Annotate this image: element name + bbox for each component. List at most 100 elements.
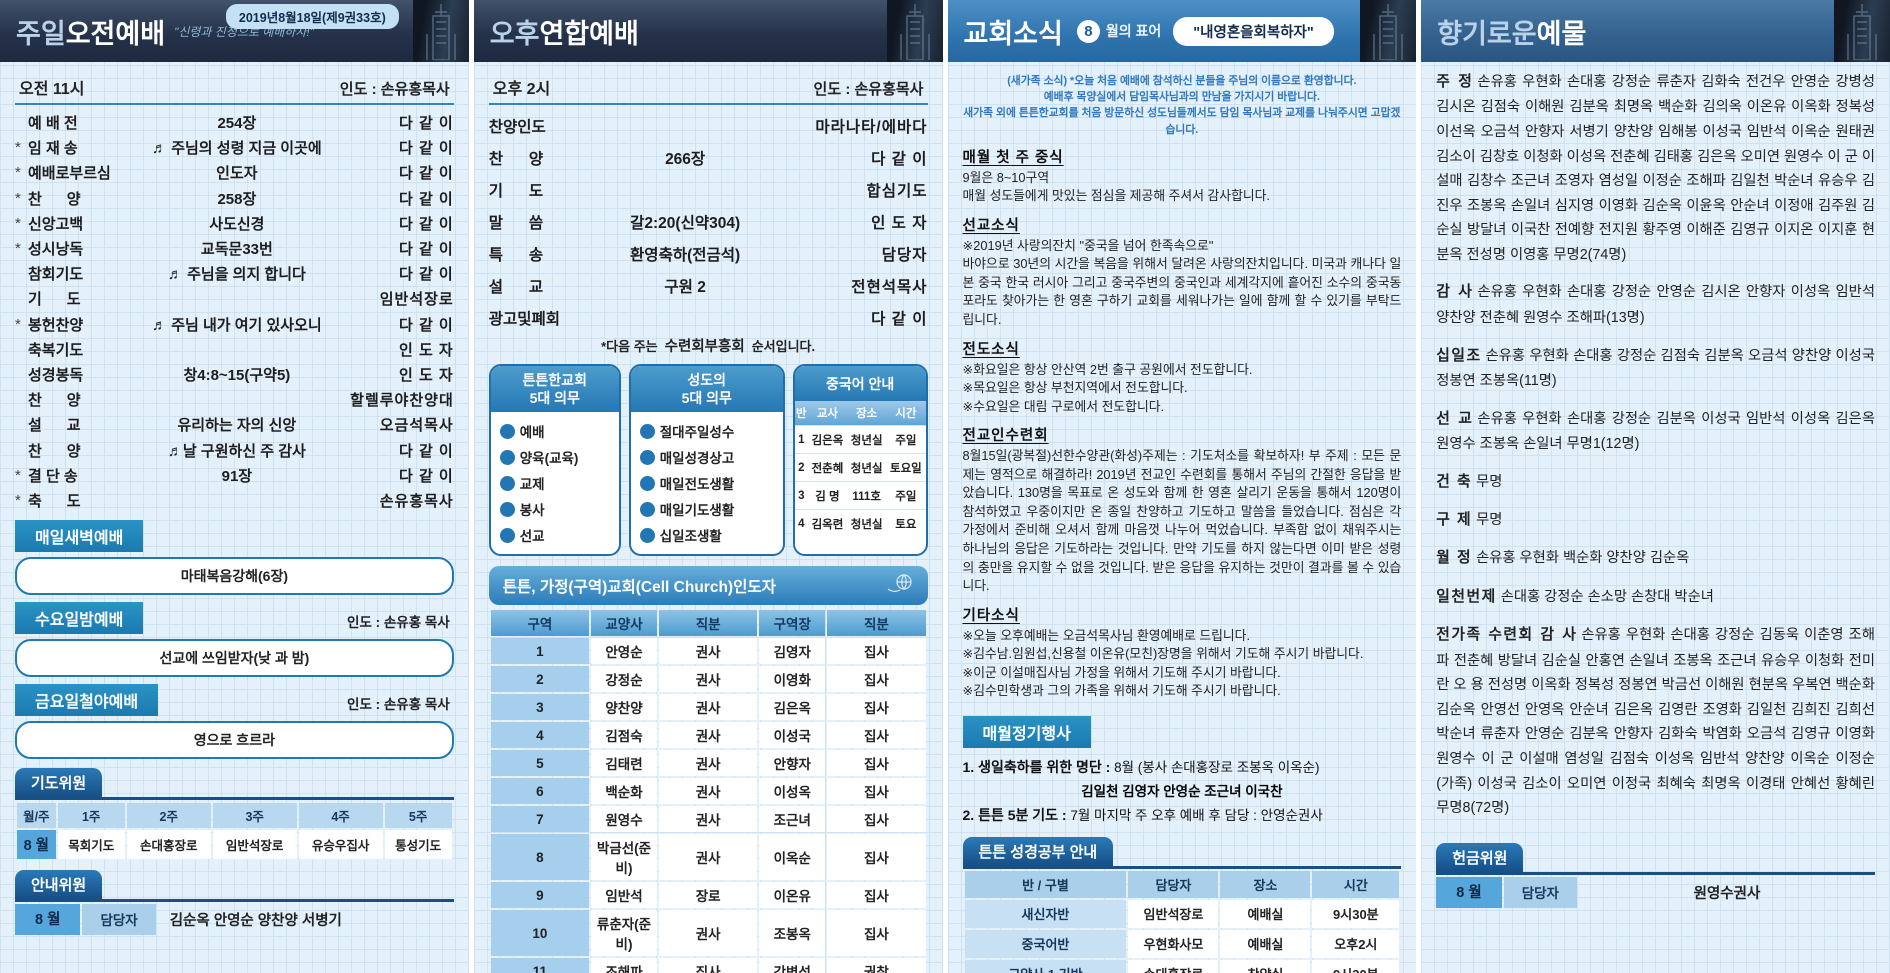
cell-table-body: 1 안영순 권사 김영자 집사 2 강정순 권사 이영화 집사 3 양찬양: [490, 638, 926, 973]
order-item-person: 오금석목사: [379, 417, 454, 435]
teacher-name: 강정순: [591, 666, 657, 693]
duty-item: 절대주일성수: [639, 418, 774, 444]
leader-name: 손유홍목사: [854, 81, 924, 98]
next-week-suffix: 순서입니다.: [751, 339, 816, 354]
class-teacher: 임반석장로: [1128, 899, 1219, 928]
number-circle-icon: [639, 475, 655, 491]
monthly-event-1: 1. 생일축하를 위한 명단 : 8월 (봉사 손대홍장로 조봉옥 이옥순): [963, 756, 1402, 777]
church-tower-photo: [886, 0, 943, 62]
number-circle-icon: [499, 423, 515, 439]
panel2-service-header: 오후 2시 인도 : 손유홍목사: [488, 70, 928, 105]
offering-names: 손대홍 강정순 손소망 손창대 박순녀: [1500, 588, 1714, 605]
duty-item-label: 양육(교육): [519, 451, 579, 467]
worship-order-row: 예 배 전 254장 다 같 이: [15, 110, 454, 135]
panel4-title-light: 향기로운: [1437, 18, 1537, 49]
monthly-event-1-names: 김일천 김영자 안영순 조근녀 이국찬: [1081, 783, 1283, 799]
prayer-week2-cell: 손대홍장로: [126, 830, 211, 859]
district-leader-name: 안향자: [759, 750, 826, 777]
cell-table-row: 2 강정순 권사 이영화 집사: [490, 666, 926, 693]
duty-title-line2: 5대 의무: [681, 390, 732, 407]
duty-item: 교제: [499, 470, 610, 496]
friday-service-header: 금요일철야예배 인도 : 손유홍 목사: [15, 677, 454, 721]
offering-group: 전가족 수련회 감 사 손유홍 우현화 손대홍 강정순 김동욱 이춘영 조해파 전…: [1436, 623, 1875, 820]
offering-category-label: 일천번제: [1436, 588, 1497, 605]
district-number: 2: [490, 666, 589, 693]
district-leader-name: 이온유: [759, 882, 826, 909]
offering-group: 십일조 손유홍 우현화 손대홍 강정순 김점숙 김분옥 오금석 양찬양 이성국 정…: [1436, 344, 1875, 394]
district-leader-name: 강병성: [759, 958, 826, 973]
cell-church-title: 튼튼, 가정(구역)교회(Cell Church)인도자: [502, 578, 776, 596]
month-circle-badge: 8: [1076, 19, 1100, 43]
class-time: 주일: [886, 425, 926, 454]
panel2-title-light: 오후: [489, 18, 540, 49]
district-leader-name: 이영화: [759, 666, 826, 693]
panel1-service-header: 오전 11시 인도 : 손유홍목사: [15, 70, 454, 105]
chinese-table-row: 4 김옥련 청년실 토요: [794, 509, 926, 538]
panel2-title: 연합예배: [539, 18, 639, 49]
required-star: *: [15, 491, 21, 509]
order-item-person: 다 같 이: [399, 241, 454, 259]
cell-table-header-cell: 구역장: [759, 610, 826, 637]
bible-table-header-cell: 장소: [1220, 870, 1311, 898]
class-place: 예배실: [1220, 899, 1311, 928]
teacher-title: 권사: [659, 666, 758, 693]
cell-table-row: 4 김점숙 권사 이성국 집사: [490, 722, 926, 749]
offering-names: 손유홍 우현화 손대홍 강정순 류춘자 김화숙 전건우 안영순 강병성 김시온 …: [1436, 74, 1875, 263]
news-line: ※이군 이설매집사님 가정을 위해서 기도해 주시기 바랍니다.: [962, 664, 1281, 680]
duty-item: 예배: [499, 418, 610, 444]
cell-table-header-row: 구역 교양사 직분 구역장 직분: [490, 610, 926, 637]
worship-order-row: * 축 도 손유홍목사: [15, 488, 454, 513]
duty-item-label: 봉사: [519, 503, 545, 519]
district-leader-name: 김영자: [759, 638, 826, 665]
offering-names: 손유홍 우현화 손대홍 강정순 김동욱 이춘영 조해파 전춘혜 방달녀 김순실 …: [1436, 627, 1875, 817]
offering-names: 무명: [1476, 511, 1503, 528]
required-star: *: [15, 466, 21, 484]
cell-table-row: 6 백순화 권사 이성옥 집사: [490, 778, 926, 805]
class-name: 교양사 1 기반: [964, 959, 1127, 973]
order-item-person: 임반석장로: [379, 291, 454, 309]
cell-table-header-cell: 직분: [659, 610, 758, 637]
panel3-title: 교회소식: [963, 18, 1063, 49]
duty-item: 매일성경상고: [639, 444, 774, 470]
cell-table-header-cell: 직분: [827, 610, 926, 637]
news-section: 전교인수련회 8월15일(광복절)선한수양관(화성)주제는 : 기도처소를 확보…: [963, 424, 1402, 595]
duty-item-label: 선교: [519, 529, 545, 545]
district-leader-title: 집사: [827, 910, 926, 957]
news-line: ※오늘 오후예배는 오금석목사님 환영예배로 드립니다.: [962, 627, 1251, 643]
news-section-lines: ※화요일은 항상 안산역 2번 출구 공원에서 전도합니다. ※목요일은 항상 …: [963, 361, 1402, 417]
news-section-lines: ※오늘 오후예배는 오금석목사님 환영예배로 드립니다. ※김수남.임원섭,신용…: [963, 627, 1402, 701]
news-line: 바야으로 30년의 시간을 복음을 위해서 달려온 사랑의잔치입니다. 미국과 …: [962, 256, 1402, 328]
offering-category-label: 주 정: [1436, 74, 1474, 90]
district-leader-title: 집사: [827, 882, 926, 909]
district-leader-title: 집사: [827, 750, 926, 777]
offering-group: 감 사 손유홍 우현화 손대홍 강정순 안영순 김시온 안향자 이성옥 임반석 양…: [1436, 280, 1875, 330]
teacher-name: 김옥련: [807, 509, 848, 538]
worship-order-row: 찬 양 266장 다 같 이: [489, 142, 928, 174]
daily-dawn-service-label: 매일새벽예배: [15, 520, 144, 552]
prayer-week1-cell: 목회기도: [57, 830, 125, 859]
district-number: 4: [490, 722, 589, 749]
news-line: ※2019년 사랑의잔치 "중국을 넘어 한족속으로": [962, 237, 1214, 253]
duty-item: 매일전도생활: [639, 470, 774, 496]
monthly-event-1-text: 8월 (봉사 손대홍장로 조봉옥 이옥순): [1114, 759, 1320, 775]
order-item-content: 갈2:20(신약304): [630, 215, 741, 232]
class-place: 111호: [847, 481, 887, 510]
order-item-person: 전현석목사: [851, 279, 928, 296]
believer-five-duties-list: 절대주일성수 매일성경상고 매일전도생활 매일기도생활 십일조생활: [639, 418, 774, 548]
news-line: 매월 성도들에게 맛있는 점심을 제공해 주셔서 감사합니다.: [962, 188, 1270, 204]
duty-item: 양육(교육): [499, 444, 610, 470]
offering-category-label: 건 축: [1436, 473, 1473, 490]
duty-item-label: 매일기도생활: [659, 503, 735, 519]
monthly-event-2-label: 2. 튼튼 5분 기도 :: [962, 806, 1067, 823]
order-item-label: 찬 양: [28, 392, 81, 410]
class-place: 청년실: [847, 509, 887, 538]
news-section-lines: 8월15일(광복절)선한수양관(화성)주제는 : 기도처소를 확보하자! 부 주…: [963, 447, 1402, 595]
bible-table-header-cell: 반 / 구별: [964, 870, 1127, 898]
offering-committee-tab: 헌금위원: [1436, 842, 1524, 872]
worship-order-row: 찬 양 ♬날 구원하신 주 감사 다 같 이: [15, 437, 454, 462]
teacher-name: 류춘자(준비): [591, 910, 657, 957]
order-item-person: 다 같 이: [399, 140, 454, 158]
offering-category-label: 월 정: [1436, 550, 1473, 567]
